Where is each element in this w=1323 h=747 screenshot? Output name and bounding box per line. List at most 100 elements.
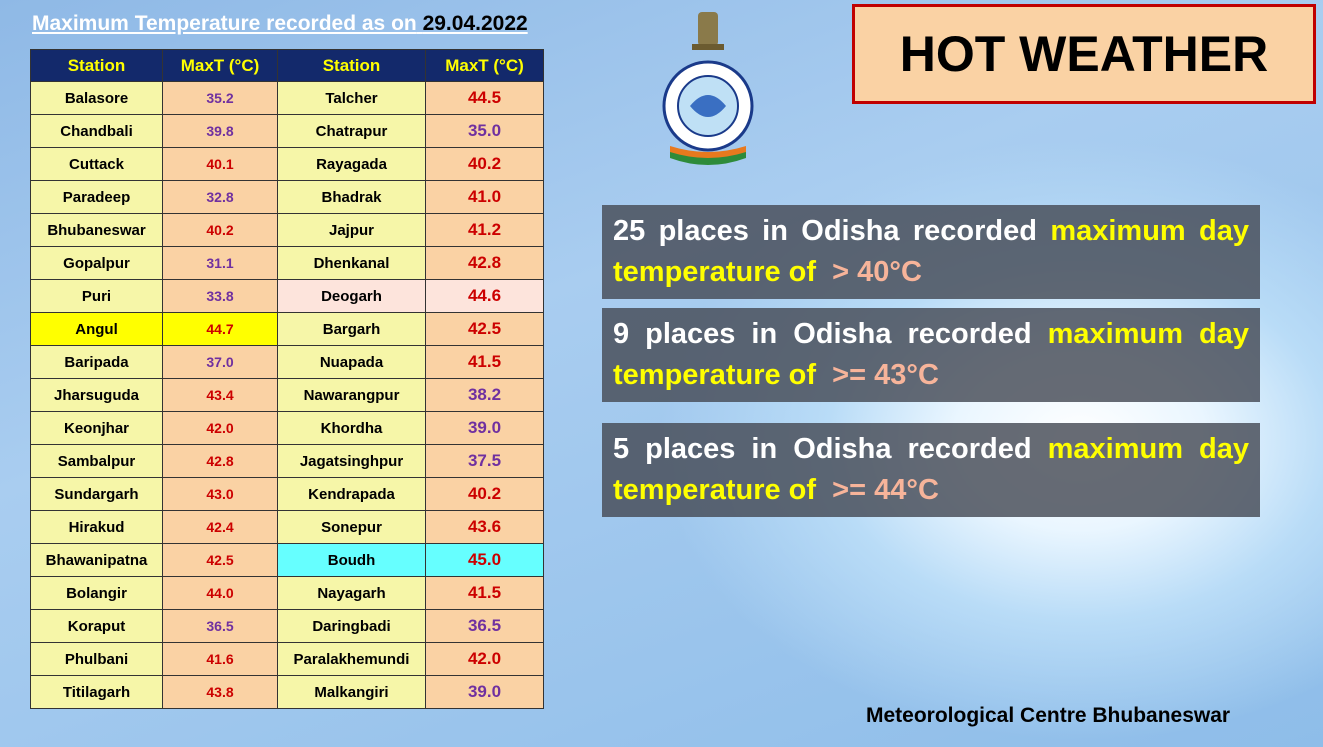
station-cell: Paradeep: [30, 180, 163, 214]
station-cell: Jagatsinghpur: [277, 444, 426, 478]
station-cell: Jajpur: [277, 213, 426, 247]
info-box: 9 places in Odisha recorded maximum day …: [602, 308, 1260, 402]
station-cell: Sambalpur: [30, 444, 163, 478]
temperature-cell: 35.0: [425, 114, 544, 148]
column-header: MaxT (°C): [162, 49, 278, 82]
box-value: >= 44°C: [832, 474, 939, 506]
table-row: Sundargarh 43.0 Kendrapada 40.2: [30, 477, 544, 511]
station-cell: Puri: [30, 279, 163, 313]
station-cell: Chandbali: [30, 114, 163, 148]
table-row: Phulbani 41.6 Paralakhemundi 42.0: [30, 642, 544, 676]
station-cell: Khordha: [277, 411, 426, 445]
station-cell: Angul: [30, 312, 163, 346]
table-row: Puri 33.8 Deogarh 44.6: [30, 279, 544, 313]
station-cell: Bolangir: [30, 576, 163, 610]
temperature-cell: 42.0: [162, 411, 278, 445]
temperature-cell: 44.7: [162, 312, 278, 346]
table-row: Angul 44.7 Bargarh 42.5: [30, 312, 544, 346]
station-cell: Paralakhemundi: [277, 642, 426, 676]
temperature-cell: 42.0: [425, 642, 544, 676]
station-cell: Chatrapur: [277, 114, 426, 148]
station-cell: Malkangiri: [277, 675, 426, 709]
box-highlight: maximum day temperature of: [613, 215, 1249, 288]
date: 29.04.2022: [422, 12, 528, 35]
temperature-cell: 42.5: [162, 543, 278, 577]
temperature-table: Station MaxT (°C) Station MaxT (°C) Balasor…: [30, 49, 544, 709]
table-row: Gopalpur 31.1 Dhenkanal 42.8: [30, 246, 544, 280]
info-box: 5 places in Odisha recorded maximum day …: [602, 423, 1260, 517]
station-cell: Bargarh: [277, 312, 426, 346]
temperature-cell: 44.6: [425, 279, 544, 313]
temperature-cell: 43.6: [425, 510, 544, 544]
temperature-cell: 43.4: [162, 378, 278, 412]
temperature-cell: 36.5: [162, 609, 278, 643]
station-cell: Titilagarh: [30, 675, 163, 709]
station-cell: Sonepur: [277, 510, 426, 544]
temperature-cell: 41.2: [425, 213, 544, 247]
column-header: MaxT (°C): [425, 49, 544, 82]
temperature-cell: 36.5: [425, 609, 544, 643]
info-box: 25 places in Odisha recorded maximum day…: [602, 205, 1260, 299]
temperature-cell: 38.2: [425, 378, 544, 412]
table-row: Paradeep 32.8 Bhadrak 41.0: [30, 180, 544, 214]
temperature-cell: 37.0: [162, 345, 278, 379]
temperature-cell: 42.8: [162, 444, 278, 478]
table-row: Bhawanipatna 42.5 Boudh 45.0: [30, 543, 544, 577]
footer: Meteorological Centre Bhubaneswar: [866, 704, 1231, 727]
table-row: Jharsuguda 43.4 Nawarangpur 38.2: [30, 378, 544, 412]
station-cell: Rayagada: [277, 147, 426, 181]
temperature-cell: 39.8: [162, 114, 278, 148]
table-row: Bolangir 44.0 Nayagarh 41.5: [30, 576, 544, 610]
table-row: Baripada 37.0 Nuapada 41.5: [30, 345, 544, 379]
temperature-cell: 41.5: [425, 345, 544, 379]
box-text: 5 places in Odisha recorded: [613, 433, 1032, 465]
station-cell: Phulbani: [30, 642, 163, 676]
table-row: Bhubaneswar 40.2 Jajpur 41.2: [30, 213, 544, 247]
station-cell: Kendrapada: [277, 477, 426, 511]
header-row: Station MaxT (°C) Station MaxT (°C): [30, 49, 544, 82]
station-cell: Boudh: [277, 543, 426, 577]
temperature-cell: 42.5: [425, 312, 544, 346]
temperature-cell: 39.0: [425, 411, 544, 445]
station-cell: Nuapada: [277, 345, 426, 379]
column-header: Station: [30, 49, 163, 82]
temperature-cell: 43.8: [162, 675, 278, 709]
temperature-cell: 33.8: [162, 279, 278, 313]
station-cell: Nawarangpur: [277, 378, 426, 412]
temperature-cell: 37.5: [425, 444, 544, 478]
station-cell: Talcher: [277, 81, 426, 115]
station-cell: Keonjhar: [30, 411, 163, 445]
table-row: Sambalpur 42.8 Jagatsinghpur 37.5: [30, 444, 544, 478]
station-cell: Baripada: [30, 345, 163, 379]
title-text: Maximum Temperature recorded as on: [32, 12, 417, 35]
temperature-cell: 40.1: [162, 147, 278, 181]
station-cell: Nayagarh: [277, 576, 426, 610]
temperature-cell: 40.2: [425, 477, 544, 511]
column-header: Station: [277, 49, 426, 82]
temperature-cell: 41.5: [425, 576, 544, 610]
banner: HOT WEATHER: [852, 4, 1316, 104]
temperature-cell: 32.8: [162, 180, 278, 214]
table-row: Titilagarh 43.8 Malkangiri 39.0: [30, 675, 544, 709]
temperature-cell: 40.2: [162, 213, 278, 247]
box-highlight: maximum day temperature of: [613, 318, 1249, 391]
station-cell: Bhawanipatna: [30, 543, 163, 577]
temperature-cell: 45.0: [425, 543, 544, 577]
station-cell: Bhadrak: [277, 180, 426, 214]
table-row: Hirakud 42.4 Sonepur 43.6: [30, 510, 544, 544]
station-cell: Bhubaneswar: [30, 213, 163, 247]
box-text: 25 places in Odisha recorded: [613, 215, 1037, 247]
table-row: Balasore 35.2 Talcher 44.5: [30, 81, 544, 115]
station-cell: Daringbadi: [277, 609, 426, 643]
station-cell: Deogarh: [277, 279, 426, 313]
temperature-cell: 44.0: [162, 576, 278, 610]
temperature-cell: 41.0: [425, 180, 544, 214]
station-cell: Balasore: [30, 81, 163, 115]
box-value: > 40°C: [832, 256, 922, 288]
table-row: Keonjhar 42.0 Khordha 39.0: [30, 411, 544, 445]
table-row: Cuttack 40.1 Rayagada 40.2: [30, 147, 544, 181]
temperature-cell: 44.5: [425, 81, 544, 115]
title: Maximum Temperature recorded as on 29.04…: [32, 12, 528, 36]
temperature-cell: 42.4: [162, 510, 278, 544]
temperature-cell: 41.6: [162, 642, 278, 676]
